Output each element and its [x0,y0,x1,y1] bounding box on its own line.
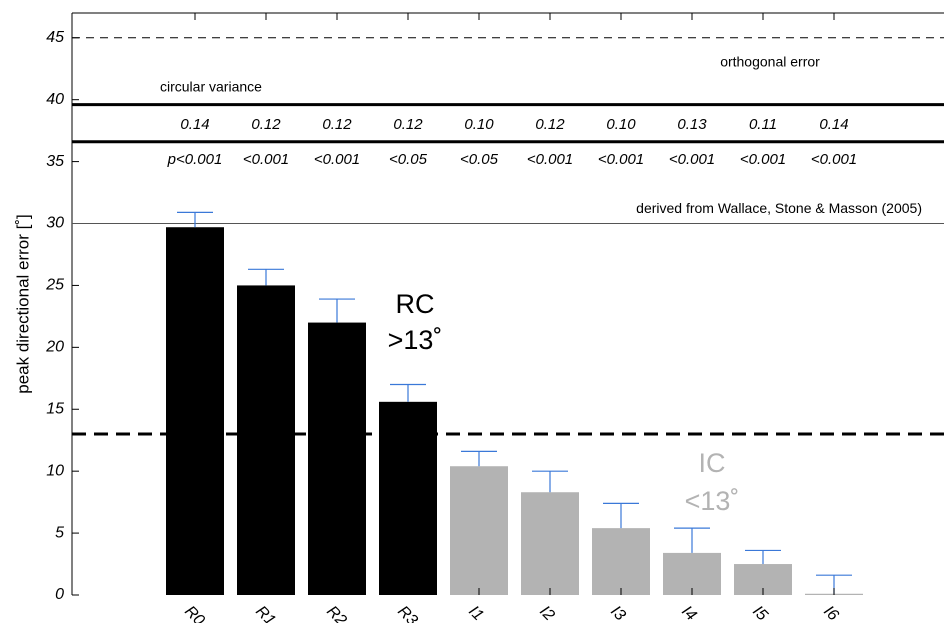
y-axis-label: peak directional error [˚] [13,214,32,394]
bar [379,401,437,595]
y-tick-label: 30 [46,215,64,232]
circular-variance-label: 0.14 [819,116,848,133]
x-tick-label: R0 [181,603,208,623]
p-value-label: <0.001 [669,151,715,168]
y-tick-label: 0 [55,586,64,603]
reference-label: circular variance [160,78,262,94]
reference-label: derived from Wallace, Stone & Masson (20… [636,200,922,216]
x-tick-label: I3 [607,603,629,623]
bar [166,227,224,595]
y-tick-label: 25 [45,277,64,294]
y-tick-label: 5 [55,524,64,541]
annotation: RC [396,289,435,319]
circular-variance-label: 0.10 [606,116,636,133]
x-tick-label: I6 [820,603,842,623]
annotation: <13˚ [685,486,740,516]
y-tick-label: 10 [46,462,64,479]
p-value-label: <0.001 [527,151,573,168]
p-value-label: <0.001 [740,151,786,168]
circular-variance-label: 0.12 [535,116,565,133]
x-tick-label: I4 [678,603,700,623]
x-tick-label: R2 [323,603,350,623]
bar [521,492,579,595]
p-value-label: <0.05 [460,151,499,168]
circular-variance-label: 0.13 [677,116,707,133]
p-value-label: <0.001 [314,151,360,168]
x-tick-label: I1 [465,603,486,623]
x-tick-label: I2 [536,603,558,623]
bar [663,552,721,595]
p-value-label: <0.001 [598,151,644,168]
y-tick-label: 20 [45,339,64,356]
bar [592,528,650,595]
x-tick-label: R3 [394,603,421,623]
reference-label: orthogonal error [720,53,820,69]
p-value-label: <0.05 [389,151,428,168]
circular-variance-label: 0.10 [464,116,494,133]
circular-variance-label: 0.14 [180,116,209,133]
p-value-label: <0.001 [243,151,289,168]
bar [308,322,366,595]
y-tick-label: 45 [46,29,64,46]
annotation: IC [699,448,726,478]
p-value-label: p<0.001 [167,151,223,168]
p-value-label: <0.001 [811,151,857,168]
circular-variance-label: 0.11 [749,116,777,133]
y-tick-label: 35 [46,153,64,170]
circular-variance-label: 0.12 [251,116,281,133]
bar [237,285,295,595]
circular-variance-label: 0.12 [322,116,352,133]
x-tick-label: I5 [749,603,771,623]
bar [450,466,508,595]
annotation: >13˚ [388,325,443,355]
y-tick-label: 40 [46,91,64,108]
circular-variance-label: 0.12 [393,116,423,133]
y-tick-label: 15 [46,400,64,417]
x-tick-label: R1 [252,603,278,623]
